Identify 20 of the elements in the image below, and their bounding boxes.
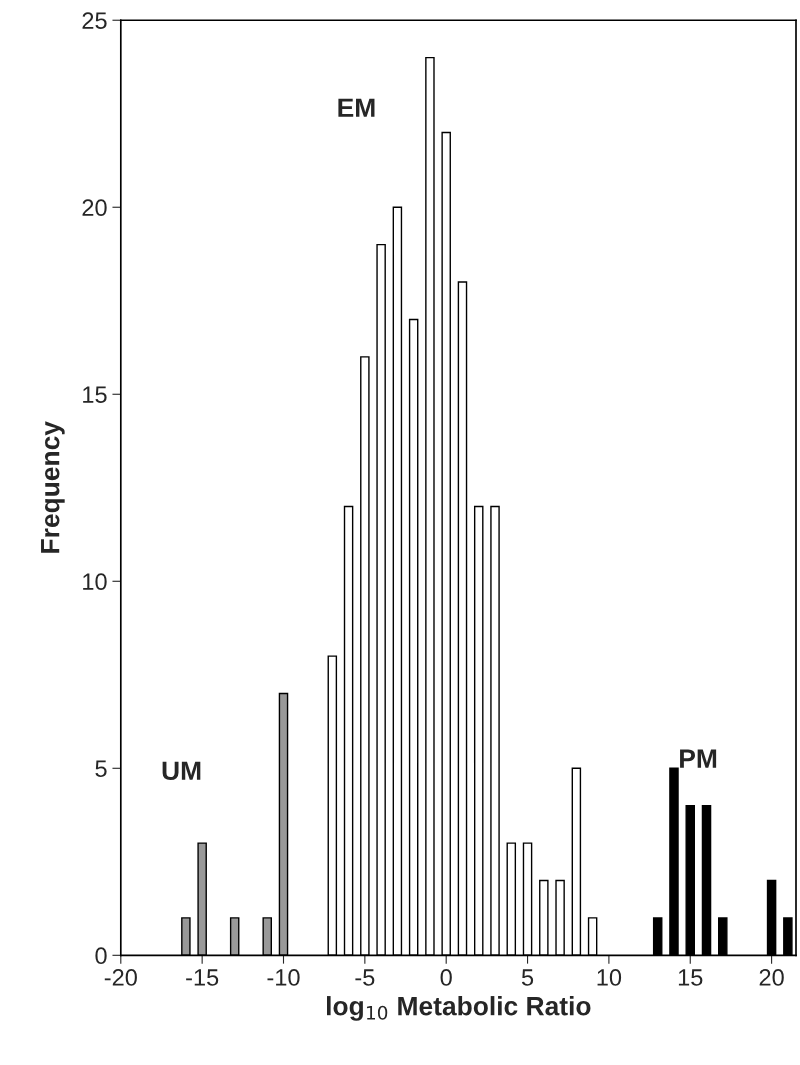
x-tick-label: 5: [521, 969, 534, 986]
y-tick-label: 10: [83, 573, 107, 591]
series-label: EM: [338, 98, 375, 117]
y-tick-label: 15: [83, 386, 107, 404]
y-tick-label: 0: [95, 947, 107, 965]
series-label: PM: [680, 749, 717, 768]
x-tick-label: 0: [440, 969, 452, 986]
y-tick-label: 5: [95, 760, 107, 778]
y-axis-title: Frequency: [41, 421, 65, 553]
x-tick-label: -20: [104, 969, 137, 986]
x-tick-label: -15: [186, 969, 219, 986]
y-tick-label: 20: [82, 199, 107, 217]
x-tick-label: 10: [597, 969, 622, 986]
x-axis-title: log$_{10}$ Metabolic Ratio: [326, 996, 591, 1021]
x-tick-label: -10: [267, 969, 300, 986]
x-tick-label: 20: [759, 969, 784, 986]
x-tick-label: -5: [355, 969, 375, 986]
y-tick-label: 25: [82, 12, 107, 30]
x-tick-label: 15: [678, 969, 703, 986]
text: UM: [162, 761, 201, 781]
